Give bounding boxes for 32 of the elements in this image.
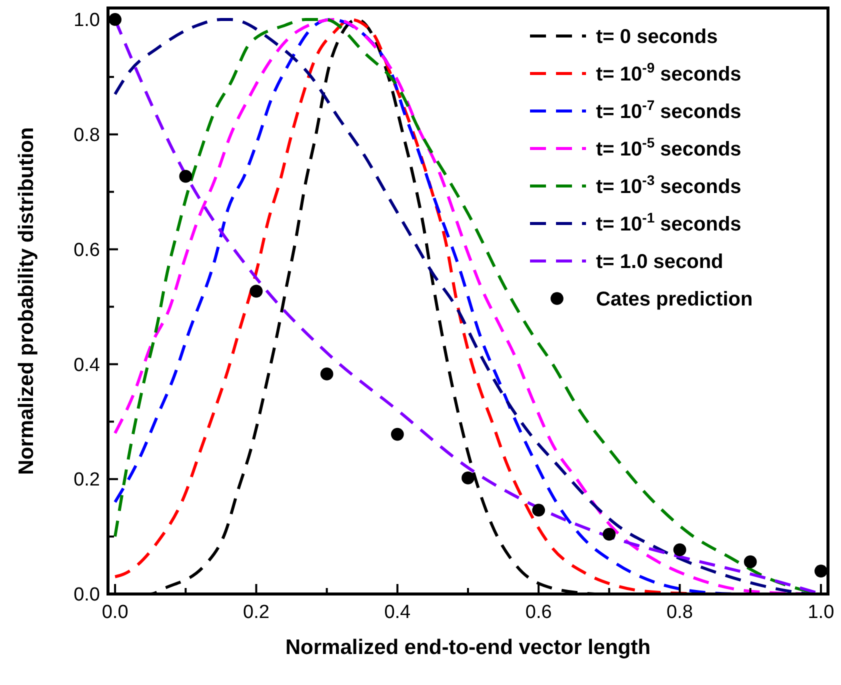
- legend-label: t= 10$^{-3}$ seconds: [596, 172, 742, 198]
- legend-label: t= 10$^{-5}$ seconds: [596, 134, 742, 160]
- point: [250, 284, 263, 298]
- legend-label: t= 10$^{-1}$ seconds: [596, 210, 742, 236]
- x-tick-label: 0.8: [666, 602, 693, 623]
- point: [462, 472, 474, 484]
- point: [814, 564, 828, 578]
- x-tick-label: 0.4: [384, 602, 412, 623]
- y-tick-label: 0.8: [74, 125, 100, 146]
- legend-label: Cates prediction: [596, 288, 753, 310]
- point: [602, 528, 616, 541]
- point: [320, 368, 334, 380]
- x-tick-label: 0.6: [525, 602, 552, 623]
- point: [673, 543, 686, 556]
- legend-label: t= 1.0 second: [596, 251, 724, 273]
- x-tick-label: 0.0: [102, 602, 128, 623]
- x-axis-title: Normalized end-to-end vector length: [285, 636, 651, 659]
- legend-label: t= 10$^{-7}$ seconds: [596, 97, 742, 123]
- y-tick-label: 0.6: [74, 240, 100, 261]
- point: [744, 555, 757, 568]
- point: [179, 170, 192, 183]
- legend-label: t= 10$^{-9}$ seconds: [596, 60, 742, 86]
- x-tick-label: 0.2: [243, 602, 270, 623]
- y-tick-label: 0.2: [74, 470, 100, 491]
- y-tick-label: 0.4: [74, 354, 100, 376]
- y-tick-label: 1.0: [74, 10, 100, 32]
- x-tick-label: 1.0: [808, 602, 834, 623]
- y-tick-label: 0.0: [74, 584, 100, 606]
- point: [390, 428, 404, 441]
- legend-label: t= 0 seconds: [596, 26, 718, 48]
- point: [532, 504, 546, 517]
- y-axis-title: Normalized probability distribution: [15, 127, 38, 475]
